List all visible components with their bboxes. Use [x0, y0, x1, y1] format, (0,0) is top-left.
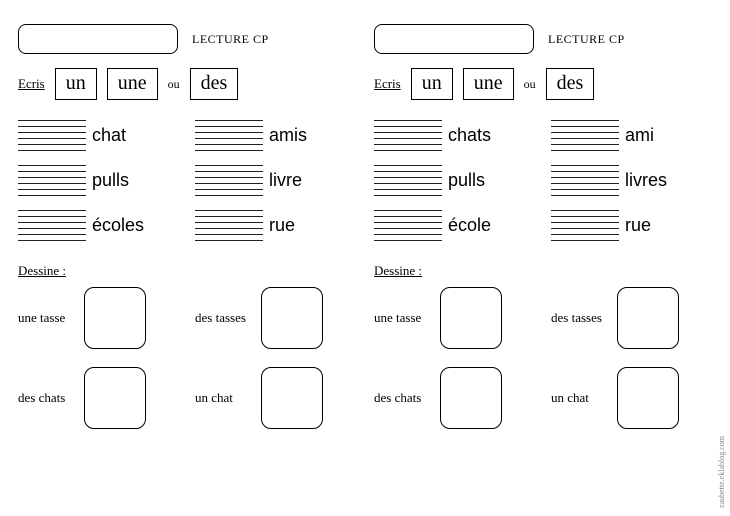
name-box[interactable]	[18, 24, 178, 54]
writing-lines[interactable]	[195, 210, 263, 241]
draw-grid: une tasse des tasses des chats un chat	[374, 287, 712, 429]
prompt-row: Ecris un une ou des	[18, 68, 356, 100]
draw-cell: un chat	[551, 367, 712, 429]
draw-label: des tasses	[551, 310, 609, 326]
worksheet-left: LECTURE CP Ecris un une ou des chat amis…	[18, 24, 356, 492]
draw-box[interactable]	[84, 367, 146, 429]
word-label: livres	[625, 170, 667, 191]
word-label: chats	[448, 125, 491, 146]
draw-cell: des tasses	[551, 287, 712, 349]
word-label: amis	[269, 125, 307, 146]
option-des: des	[546, 68, 595, 100]
draw-box[interactable]	[617, 287, 679, 349]
draw-label: un chat	[195, 390, 253, 406]
draw-box[interactable]	[617, 367, 679, 429]
option-une: une	[107, 68, 158, 100]
option-un: un	[55, 68, 97, 100]
word-cell: ami	[551, 120, 712, 151]
words-grid: chats ami pulls livres école rue	[374, 120, 712, 241]
ecris-label: Ecris	[374, 76, 401, 92]
draw-box[interactable]	[261, 367, 323, 429]
writing-lines[interactable]	[195, 120, 263, 151]
credit-text: zaubette.eklablog.com	[717, 436, 726, 508]
word-cell: écoles	[18, 210, 179, 241]
draw-label: des chats	[18, 390, 76, 406]
word-cell: école	[374, 210, 535, 241]
word-label: ami	[625, 125, 654, 146]
draw-grid: une tasse des tasses des chats un chat	[18, 287, 356, 429]
draw-box[interactable]	[84, 287, 146, 349]
writing-lines[interactable]	[551, 165, 619, 196]
words-grid: chat amis pulls livre écoles rue	[18, 120, 356, 241]
writing-lines[interactable]	[374, 120, 442, 151]
draw-cell: des chats	[18, 367, 179, 429]
draw-label: un chat	[551, 390, 609, 406]
dessine-label: Dessine :	[374, 263, 712, 279]
draw-cell: des chats	[374, 367, 535, 429]
word-label: rue	[625, 215, 651, 236]
word-cell: chat	[18, 120, 179, 151]
word-cell: rue	[195, 210, 356, 241]
writing-lines[interactable]	[18, 210, 86, 241]
ou-label: ou	[524, 77, 536, 92]
writing-lines[interactable]	[374, 165, 442, 196]
word-label: écoles	[92, 215, 144, 236]
worksheet-right: LECTURE CP Ecris un une ou des chats ami…	[374, 24, 712, 492]
header-row: LECTURE CP	[374, 24, 712, 54]
option-une: une	[463, 68, 514, 100]
draw-cell: un chat	[195, 367, 356, 429]
writing-lines[interactable]	[195, 165, 263, 196]
word-label: chat	[92, 125, 126, 146]
word-label: livre	[269, 170, 302, 191]
draw-box[interactable]	[261, 287, 323, 349]
header-row: LECTURE CP	[18, 24, 356, 54]
word-cell: amis	[195, 120, 356, 151]
draw-cell: une tasse	[18, 287, 179, 349]
word-label: pulls	[448, 170, 485, 191]
option-des: des	[190, 68, 239, 100]
word-cell: chats	[374, 120, 535, 151]
word-label: pulls	[92, 170, 129, 191]
writing-lines[interactable]	[551, 120, 619, 151]
dessine-label: Dessine :	[18, 263, 356, 279]
ecris-label: Ecris	[18, 76, 45, 92]
word-cell: rue	[551, 210, 712, 241]
option-un: un	[411, 68, 453, 100]
writing-lines[interactable]	[18, 120, 86, 151]
draw-cell: des tasses	[195, 287, 356, 349]
draw-label: une tasse	[374, 310, 432, 326]
draw-label: une tasse	[18, 310, 76, 326]
word-cell: pulls	[18, 165, 179, 196]
writing-lines[interactable]	[18, 165, 86, 196]
writing-lines[interactable]	[374, 210, 442, 241]
writing-lines[interactable]	[551, 210, 619, 241]
draw-box[interactable]	[440, 367, 502, 429]
ou-label: ou	[168, 77, 180, 92]
draw-label: des chats	[374, 390, 432, 406]
lecture-label: LECTURE CP	[548, 32, 625, 47]
prompt-row: Ecris un une ou des	[374, 68, 712, 100]
word-label: rue	[269, 215, 295, 236]
name-box[interactable]	[374, 24, 534, 54]
word-cell: livre	[195, 165, 356, 196]
draw-box[interactable]	[440, 287, 502, 349]
word-cell: pulls	[374, 165, 535, 196]
draw-label: des tasses	[195, 310, 253, 326]
draw-cell: une tasse	[374, 287, 535, 349]
word-cell: livres	[551, 165, 712, 196]
word-label: école	[448, 215, 491, 236]
lecture-label: LECTURE CP	[192, 32, 269, 47]
